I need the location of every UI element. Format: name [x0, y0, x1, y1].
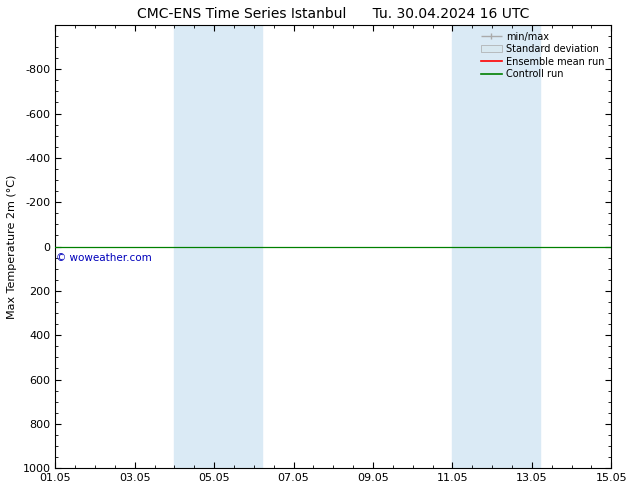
Y-axis label: Max Temperature 2m (°C): Max Temperature 2m (°C): [7, 174, 17, 318]
Bar: [174, 25, 262, 468]
Bar: [453, 25, 540, 468]
Legend: min/max, Standard deviation, Ensemble mean run, Controll run: min/max, Standard deviation, Ensemble me…: [479, 30, 606, 81]
Text: © woweather.com: © woweather.com: [56, 253, 152, 263]
Title: CMC-ENS Time Series Istanbul      Tu. 30.04.2024 16 UTC: CMC-ENS Time Series Istanbul Tu. 30.04.2…: [137, 7, 529, 21]
